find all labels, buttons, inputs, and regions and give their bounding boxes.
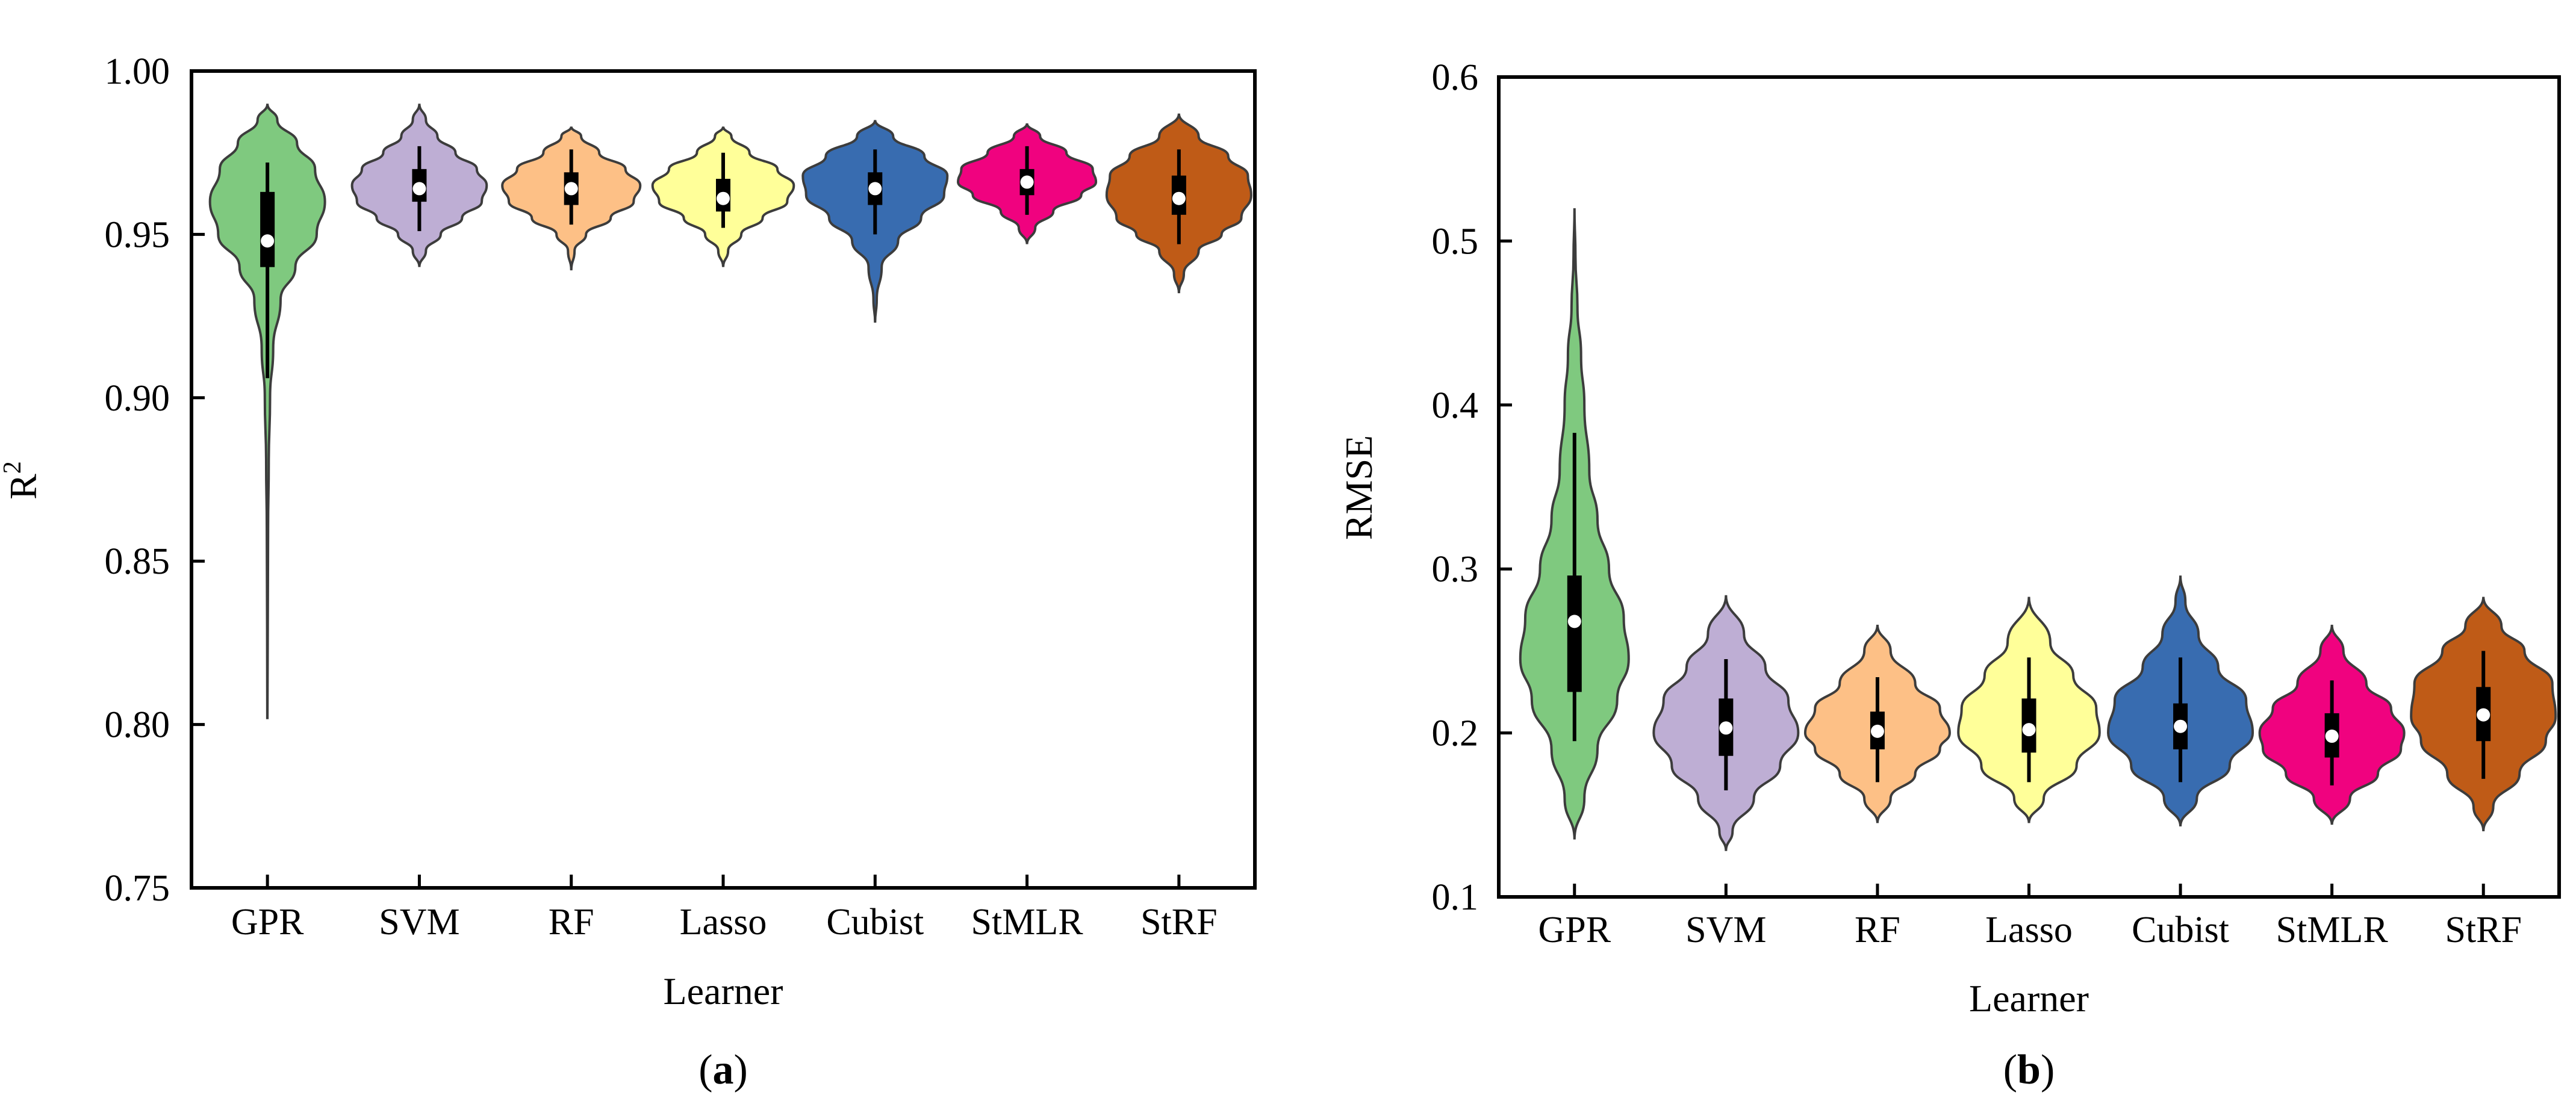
violin-gpr [208, 104, 326, 719]
median-dot [2022, 723, 2036, 737]
y-tick-label: 0.4 [1432, 385, 1479, 426]
median-dot [1020, 175, 1034, 189]
y-axis-title: R2 [0, 461, 45, 500]
median-dot [1870, 724, 1884, 738]
median-dot [2325, 730, 2339, 743]
x-tick-label-lasso: Lasso [680, 902, 767, 943]
median-dot [2477, 708, 2490, 722]
x-tick-label-lasso: Lasso [1985, 910, 2073, 950]
median-dot [2174, 719, 2188, 733]
y-axis-title-text: RMSE [1337, 435, 1380, 540]
y-tick-label: 0.1 [1432, 877, 1479, 918]
x-tick-label-cubist: Cubist [826, 902, 924, 943]
x-tick-label-svm: SVM [1685, 910, 1766, 950]
violin-strf [2410, 597, 2557, 832]
panel-label: (b) [2003, 1047, 2055, 1093]
x-axis-title: Learner [664, 970, 783, 1012]
y-tick-label: 0.2 [1432, 713, 1479, 754]
median-dot [1719, 721, 1733, 735]
panel-a: 0.75 0.80 0.85 0.90 0.95 1.00 GPR SVM RF Lasso Cub… [0, 51, 1257, 1093]
x-tick-label-stmlr: StMLR [2276, 910, 2389, 950]
y-tick-label: 0.75 [105, 868, 170, 909]
y-tick-label: 0.6 [1432, 57, 1479, 98]
violin-body [208, 104, 326, 719]
violin-lasso [651, 126, 795, 267]
violin-stmlr [2258, 624, 2406, 825]
violin-svm [1652, 595, 1800, 851]
violin-cubist [2107, 575, 2254, 827]
median-dot [412, 182, 426, 196]
x-tick-label-stmlr: StMLR [971, 902, 1084, 943]
y-tick-label: 1.00 [105, 51, 170, 92]
violin-gpr [1519, 208, 1630, 840]
x-tick-label-svm: SVM [379, 902, 459, 943]
x-tick-label-gpr: GPR [231, 902, 304, 943]
median-dot [1172, 191, 1186, 205]
median-dot [868, 182, 882, 196]
violin-svm [350, 104, 488, 267]
violin-rf [1803, 624, 1951, 823]
x-tick-label-rf: RF [1855, 910, 1900, 950]
iqr-box [260, 191, 275, 267]
y-tick-label: 0.80 [105, 705, 170, 746]
x-tick-label-cubist: Cubist [2132, 910, 2229, 950]
y-tick-label: 0.95 [105, 214, 170, 255]
median-dot [564, 182, 578, 196]
x-tick-label-strf: StRF [1140, 902, 1218, 943]
y-tick-label: 0.5 [1432, 221, 1479, 262]
x-tick-label-rf: RF [549, 902, 594, 943]
y-tick-label: 0.90 [105, 378, 170, 419]
y-axis-title-text: R [2, 474, 45, 500]
violin-strf [1105, 113, 1252, 294]
y-tick-label: 0.3 [1432, 549, 1479, 590]
panel-b: 0.1 0.2 0.3 0.4 0.5 0.6 GPR SVM RF Lasso Cubist StM… [1337, 57, 2561, 1093]
violin-rf [501, 126, 642, 271]
y-axis-title-superscript: 2 [0, 461, 26, 474]
violin-stmlr [957, 123, 1098, 244]
panel-label: (a) [698, 1047, 748, 1093]
y-tick-label: 0.85 [105, 541, 170, 582]
violin-cubist [801, 119, 949, 323]
iqr-box [1567, 575, 1582, 692]
y-axis-title: RMSE [1337, 435, 1380, 540]
x-axis-title: Learner [1969, 977, 2089, 1020]
panel-label-letter: b [2017, 1047, 2041, 1093]
violin-lasso [1957, 597, 2101, 823]
x-tick-label-gpr: GPR [1538, 910, 1611, 950]
median-dot [717, 191, 730, 205]
panel-label-letter: a [713, 1047, 734, 1093]
median-dot [261, 234, 275, 248]
x-tick-label-strf: StRF [2445, 910, 2522, 950]
median-dot [1567, 615, 1581, 628]
